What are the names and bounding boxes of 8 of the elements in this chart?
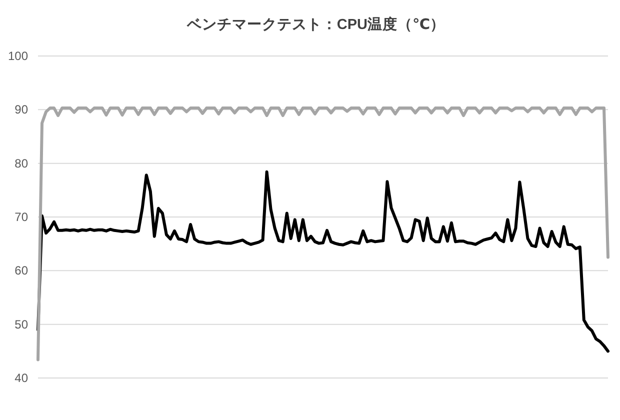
chart-title: ベンチマークテスト：CPU温度（℃） xyxy=(186,15,446,33)
y-tick-label: 50 xyxy=(14,317,28,332)
y-tick-label: 80 xyxy=(14,156,28,170)
y-tick-label: 40 xyxy=(14,371,28,385)
y-tick-label: 100 xyxy=(8,49,28,63)
y-tick-label: 70 xyxy=(14,210,28,224)
y-tick-label: 60 xyxy=(14,264,28,278)
y-tick-label: 90 xyxy=(14,102,28,117)
